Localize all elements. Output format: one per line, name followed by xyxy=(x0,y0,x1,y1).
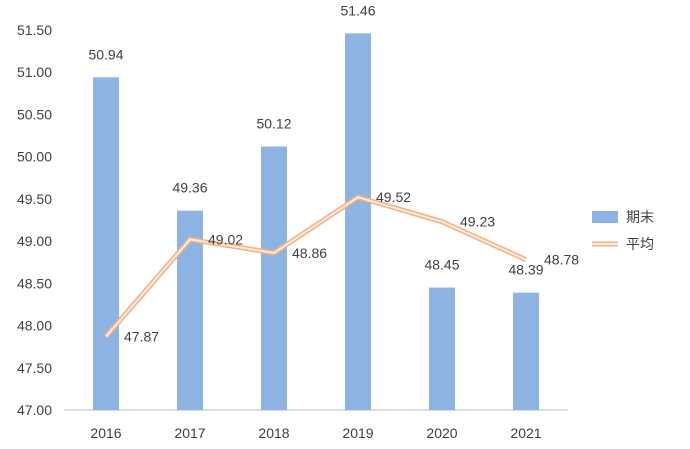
y-tick-label: 47.00 xyxy=(17,402,52,418)
avg-line xyxy=(105,196,527,338)
bar-label: 48.45 xyxy=(424,257,459,273)
bar-2016 xyxy=(93,77,119,411)
x-tick-label: 2018 xyxy=(258,425,289,441)
avg-label: 49.52 xyxy=(376,189,411,205)
y-tick-label: 51.00 xyxy=(17,64,52,80)
x-tick-label: 2020 xyxy=(426,425,457,441)
y-tick-label: 49.00 xyxy=(17,233,52,249)
avg-label: 47.87 xyxy=(124,329,159,345)
y-tick-label: 47.50 xyxy=(17,360,52,376)
x-tick-label: 2016 xyxy=(90,425,121,441)
y-tick-label: 50.00 xyxy=(17,149,52,165)
legend-swatch-bar xyxy=(592,211,618,223)
avg-label: 49.23 xyxy=(460,214,495,230)
avg-label: 48.86 xyxy=(292,245,327,261)
avg-label: 48.78 xyxy=(544,252,579,268)
bar-2017 xyxy=(177,210,203,410)
x-tick-label: 2017 xyxy=(174,425,205,441)
x-tick-label: 2019 xyxy=(342,425,373,441)
legend-label-bar: 期末 xyxy=(626,210,654,226)
bar-label: 51.46 xyxy=(340,2,375,18)
y-tick-label: 50.50 xyxy=(17,106,52,122)
bar-label: 49.36 xyxy=(172,180,207,196)
bar-label: 50.12 xyxy=(256,116,291,132)
y-tick-label: 51.50 xyxy=(17,22,52,38)
bar-label: 50.94 xyxy=(88,46,123,62)
y-tick-label: 48.50 xyxy=(17,275,52,291)
bar-2020 xyxy=(429,287,455,410)
y-tick-label: 49.50 xyxy=(17,191,52,207)
bar-2019 xyxy=(345,33,371,410)
y-tick-label: 48.00 xyxy=(17,318,52,334)
bar-label: 48.39 xyxy=(508,262,543,278)
legend-label-line: 平均 xyxy=(626,237,654,253)
bar-2018 xyxy=(261,146,287,411)
bar-2021 xyxy=(513,292,539,410)
avg-label: 49.02 xyxy=(208,231,243,247)
x-tick-label: 2021 xyxy=(510,425,541,441)
